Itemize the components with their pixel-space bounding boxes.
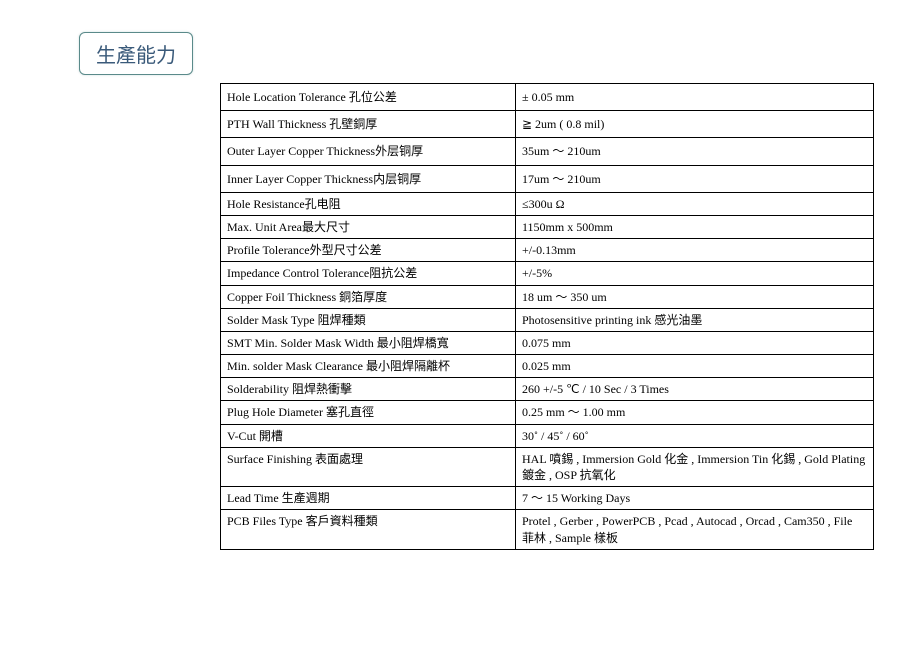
table-row: Outer Layer Copper Thickness外层铜厚35um ～ 2… xyxy=(221,138,874,165)
table-row: Surface Finishing 表面處理HAL 噴錫 , Immersion… xyxy=(221,447,874,486)
table-row: Solder Mask Type 阻焊種類Photosensitive prin… xyxy=(221,308,874,331)
spec-table: Hole Location Tolerance 孔位公差± 0.05 mmPTH… xyxy=(220,83,874,550)
value-cell: 260 +/-5 ℃ / 10 Sec / 3 Times xyxy=(516,378,874,401)
table-row: Hole Location Tolerance 孔位公差± 0.05 mm xyxy=(221,84,874,111)
table-row: SMT Min. Solder Mask Width 最小阻焊橋寬0.075 m… xyxy=(221,331,874,354)
page-title: 生產能力 xyxy=(79,32,193,75)
param-cell: Plug Hole Diameter 塞孔直徑 xyxy=(221,401,516,424)
table-row: PCB Files Type 客戶資料種類Protel , Gerber , P… xyxy=(221,510,874,549)
table-row: Solderability 阻焊熱衝擊260 +/-5 ℃ / 10 Sec /… xyxy=(221,378,874,401)
value-cell: Photosensitive printing ink 感光油墨 xyxy=(516,308,874,331)
value-cell: 0.025 mm xyxy=(516,355,874,378)
param-cell: Hole Location Tolerance 孔位公差 xyxy=(221,84,516,111)
param-cell: Lead Time 生產週期 xyxy=(221,487,516,510)
table-row: Max. Unit Area最大尺寸1150mm x 500mm xyxy=(221,215,874,238)
value-cell: ≤300u Ω xyxy=(516,192,874,215)
param-cell: Impedance Control Tolerance阻抗公差 xyxy=(221,262,516,285)
table-row: Copper Foil Thickness 銅箔厚度18 um ～ 350 um xyxy=(221,285,874,308)
param-cell: Copper Foil Thickness 銅箔厚度 xyxy=(221,285,516,308)
value-cell: 18 um ～ 350 um xyxy=(516,285,874,308)
value-cell: 30˚ / 45˚ / 60˚ xyxy=(516,424,874,447)
table-row: V-Cut 開槽30˚ / 45˚ / 60˚ xyxy=(221,424,874,447)
table-row: PTH Wall Thickness 孔壁銅厚≧ 2um ( 0.8 mil) xyxy=(221,111,874,138)
param-cell: Max. Unit Area最大尺寸 xyxy=(221,215,516,238)
table-row: Plug Hole Diameter 塞孔直徑0.25 mm ～ 1.00 mm xyxy=(221,401,874,424)
value-cell: Protel , Gerber , PowerPCB , Pcad , Auto… xyxy=(516,510,874,549)
param-cell: Outer Layer Copper Thickness外层铜厚 xyxy=(221,138,516,165)
value-cell: 1150mm x 500mm xyxy=(516,215,874,238)
value-cell: 0.075 mm xyxy=(516,331,874,354)
param-cell: Solder Mask Type 阻焊種類 xyxy=(221,308,516,331)
value-cell: +/-5% xyxy=(516,262,874,285)
param-cell: Profile Tolerance外型尺寸公差 xyxy=(221,239,516,262)
table-row: Min. solder Mask Clearance 最小阻焊隔離杯0.025 … xyxy=(221,355,874,378)
value-cell: 35um ～ 210um xyxy=(516,138,874,165)
param-cell: V-Cut 開槽 xyxy=(221,424,516,447)
value-cell: 0.25 mm ～ 1.00 mm xyxy=(516,401,874,424)
table-row: Lead Time 生產週期7 ～ 15 Working Days xyxy=(221,487,874,510)
value-cell: 7 ～ 15 Working Days xyxy=(516,487,874,510)
value-cell: HAL 噴錫 , Immersion Gold 化金 , Immersion T… xyxy=(516,447,874,486)
value-cell: +/-0.13mm xyxy=(516,239,874,262)
value-cell: ≧ 2um ( 0.8 mil) xyxy=(516,111,874,138)
param-cell: PCB Files Type 客戶資料種類 xyxy=(221,510,516,549)
param-cell: Hole Resistance孔电阻 xyxy=(221,192,516,215)
table-row: Hole Resistance孔电阻≤300u Ω xyxy=(221,192,874,215)
param-cell: SMT Min. Solder Mask Width 最小阻焊橋寬 xyxy=(221,331,516,354)
value-cell: ± 0.05 mm xyxy=(516,84,874,111)
table-row: Inner Layer Copper Thickness内层铜厚17um ～ 2… xyxy=(221,165,874,192)
param-cell: Surface Finishing 表面處理 xyxy=(221,447,516,486)
param-cell: Min. solder Mask Clearance 最小阻焊隔離杯 xyxy=(221,355,516,378)
value-cell: 17um ～ 210um xyxy=(516,165,874,192)
param-cell: Inner Layer Copper Thickness内层铜厚 xyxy=(221,165,516,192)
param-cell: PTH Wall Thickness 孔壁銅厚 xyxy=(221,111,516,138)
param-cell: Solderability 阻焊熱衝擊 xyxy=(221,378,516,401)
table-row: Impedance Control Tolerance阻抗公差+/-5% xyxy=(221,262,874,285)
table-row: Profile Tolerance外型尺寸公差+/-0.13mm xyxy=(221,239,874,262)
